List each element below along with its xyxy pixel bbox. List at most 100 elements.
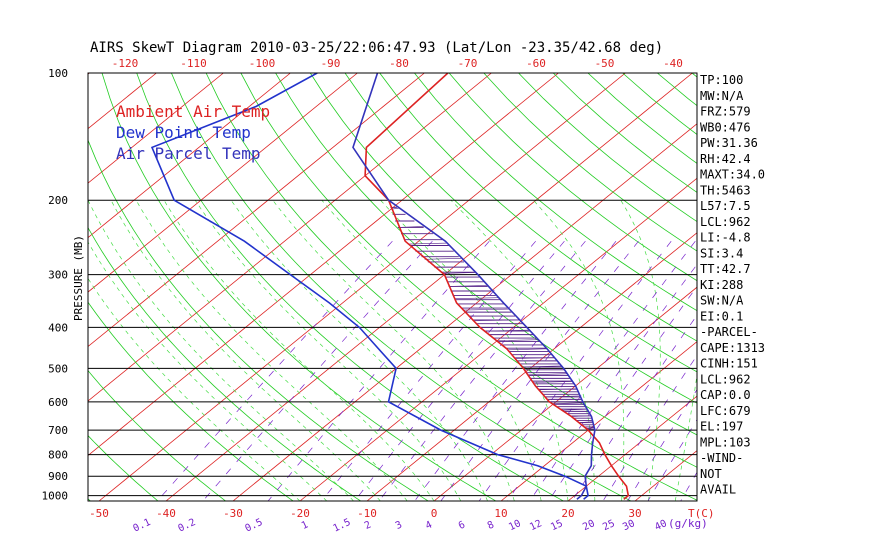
index-line: MW:N/A [700, 89, 744, 103]
isotherm-line [232, 123, 697, 501]
legend: Ambient Air Temp Dew Point Temp Air Parc… [116, 102, 270, 163]
cape-hatch-line [538, 388, 578, 391]
index-line: NOT [700, 467, 722, 481]
isotherm-line [500, 341, 697, 501]
series-dew-point-temp [150, 73, 589, 500]
top-temp-tick-label: -50 [595, 57, 615, 70]
isotherm-line [0, 73, 22, 501]
mixing-ratio-tick-label: 0.5 [243, 517, 264, 535]
isotherm-line [769, 73, 870, 501]
temp-tick-label: 0 [431, 507, 438, 520]
pressure-tick-label: 700 [48, 424, 68, 437]
mixing-ratio-tick-label: 4 [424, 519, 434, 532]
dry-adiabat-line [414, 73, 697, 312]
dry-adiabat-line [518, 73, 697, 223]
top-temp-tick-label: -70 [458, 57, 478, 70]
dry-adiabat-line [101, 73, 497, 501]
pressure-tick-label: 100 [48, 67, 68, 80]
dry-adiabat-line [205, 73, 697, 501]
temp-tick-label: -40 [156, 507, 176, 520]
dry-adiabat-line [866, 73, 870, 501]
pressure-tick-label: 200 [48, 194, 68, 207]
index-line: AVAIL [700, 483, 736, 497]
dry-adiabat-line [761, 73, 870, 501]
index-line: LFC:679 [700, 404, 751, 418]
mixing-ratio-unit-label: (g/kg) [668, 517, 708, 530]
cape-hatch-line [551, 402, 584, 404]
top-temp-tick-label: -60 [526, 57, 546, 70]
mixing-ratio-tick-label: 12 [528, 518, 544, 533]
plot-frame [87, 72, 698, 502]
isotherm-line [88, 73, 559, 456]
moist-adiabat-line [674, 372, 697, 501]
index-line: CAP:0.0 [700, 388, 751, 402]
cape-hatch-line [473, 319, 520, 322]
dry-adiabat-line [240, 73, 697, 468]
dry-adiabat-line [379, 73, 697, 342]
mixing-ratio-tick-label: 30 [621, 518, 637, 533]
mixing-ratio-line [354, 240, 565, 501]
dry-adiabat-line [309, 73, 697, 404]
mixing-ratio-tick-label: 8 [486, 519, 496, 532]
moist-adiabat-line [380, 199, 569, 501]
index-line: KI:288 [700, 278, 743, 292]
index-line: TH:5463 [700, 183, 751, 197]
index-line: EL:197 [700, 420, 743, 434]
index-line: -PARCEL- [700, 325, 758, 339]
index-line: CAPE:1313 [700, 341, 765, 355]
index-line: LCL:962 [700, 215, 751, 229]
dry-adiabat-line [88, 369, 226, 501]
pressure-tick-label: 400 [48, 321, 68, 334]
cape-hatch-line [561, 408, 588, 411]
dry-adiabat-line [275, 73, 697, 436]
moist-adiabat-line [163, 200, 435, 501]
pressure-tick-label: 300 [48, 269, 68, 282]
dry-adiabat-line [796, 73, 870, 501]
dry-adiabat-line [88, 435, 159, 501]
cape-hatch-line [522, 365, 563, 368]
moist-adiabat-line [533, 199, 625, 501]
dry-adiabat-line [657, 73, 697, 107]
mixing-ratio-tick-label: 15 [549, 518, 565, 533]
index-line: EI:0.1 [700, 309, 743, 323]
moist-adiabat-line [230, 199, 488, 501]
moist-adiabat-line [110, 200, 381, 501]
dry-adiabat-line [448, 73, 697, 282]
dry-adiabat-line [88, 138, 429, 501]
bottom-unit-label: T(C) [688, 507, 715, 520]
cape-hatch-line [408, 242, 448, 245]
mixing-ratio-line [440, 240, 639, 501]
cape-hatch-line [442, 272, 477, 274]
dry-adiabat-line [171, 73, 632, 501]
isotherm-line [836, 73, 870, 501]
index-line: TP:100 [700, 73, 743, 87]
moist-adiabat-line [88, 200, 354, 501]
isotherm-line [88, 73, 291, 239]
temp-tick-label: -10 [357, 507, 377, 520]
temp-tick-label: -20 [290, 507, 310, 520]
top-temp-tick-label: -40 [663, 57, 683, 70]
mixing-ratio-tick-label: 25 [601, 518, 617, 533]
top-temp-tick-label: -110 [180, 57, 207, 70]
cape-hatch-line [448, 285, 488, 287]
index-line: WB0:476 [700, 120, 751, 134]
cape-hatch-layer [390, 206, 595, 430]
top-temp-tick-label: -80 [389, 57, 409, 70]
moist-adiabat-line [450, 199, 596, 501]
cape-hatch-line [578, 421, 593, 423]
plot-border [87, 72, 698, 502]
moist-adiabat-line [272, 199, 515, 501]
pressure-tick-label: 800 [48, 449, 68, 462]
top-temp-tick-label: -90 [321, 57, 341, 70]
mixing-ratio-tick-label: 20 [581, 518, 597, 533]
index-line: PW:31.36 [700, 136, 758, 150]
index-line: RH:42.4 [700, 152, 751, 166]
pressure-tick-label: 500 [48, 362, 68, 375]
moist-adiabat-line [194, 200, 462, 501]
isotherm-line [88, 73, 425, 348]
moist-adiabat-line [88, 241, 328, 501]
temp-tick-label: 20 [561, 507, 574, 520]
